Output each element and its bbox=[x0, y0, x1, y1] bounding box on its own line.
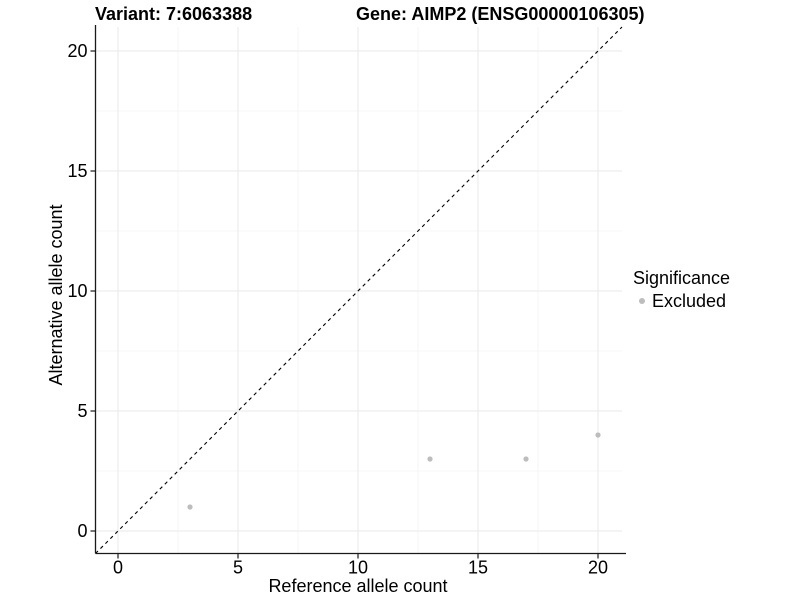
y-tick-label: 10 bbox=[67, 281, 87, 301]
data-point bbox=[187, 504, 193, 510]
data-point bbox=[595, 432, 601, 438]
y-tick-label: 20 bbox=[67, 41, 87, 61]
legend: Significance Excluded bbox=[633, 267, 730, 312]
identity-dashed-line bbox=[95, 26, 623, 554]
excluded-point-icon bbox=[639, 298, 645, 304]
y-tick-label: 15 bbox=[67, 161, 87, 181]
legend-title: Significance bbox=[633, 268, 731, 288]
y-tick-label: 0 bbox=[77, 521, 87, 541]
legend-item-label: Excluded bbox=[652, 291, 727, 311]
y-axis-title: Alternative allele count bbox=[46, 204, 66, 386]
legend-item-excluded: Excluded bbox=[633, 290, 730, 312]
x-tick-label: 0 bbox=[113, 558, 123, 578]
data-point bbox=[427, 456, 433, 462]
x-tick-label: 10 bbox=[348, 558, 368, 578]
data-point bbox=[523, 456, 529, 462]
x-tick-label: 15 bbox=[468, 558, 488, 578]
x-tick-label: 5 bbox=[233, 558, 243, 578]
variant-title: Variant: 7:6063388 bbox=[95, 4, 253, 24]
x-tick-label: 20 bbox=[588, 558, 608, 578]
y-tick-label: 5 bbox=[77, 401, 87, 421]
gene-title: Gene: AIMP2 (ENSG00000106305) bbox=[356, 4, 645, 24]
x-axis-title: Reference allele count bbox=[268, 576, 448, 596]
